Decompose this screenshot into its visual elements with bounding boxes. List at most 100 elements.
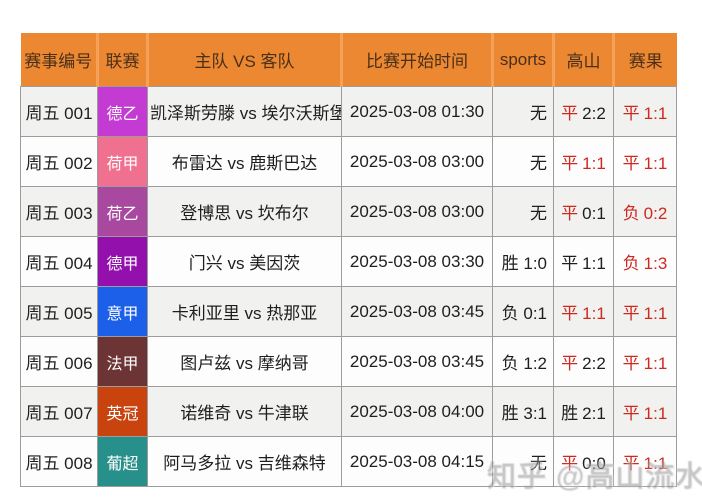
result-cell: 平 1:1: [613, 136, 677, 187]
col-header-match-id: 赛事编号: [20, 33, 98, 87]
sports-cell: 无: [492, 186, 554, 237]
result-outcome: 负: [622, 254, 640, 273]
result-score: 1:1: [643, 304, 668, 323]
result-outcome: 平: [622, 154, 640, 173]
result-cell: 平 1:1: [613, 336, 677, 387]
gaoshan-outcome: 平: [561, 154, 579, 173]
start-time-cell: 2025-03-08 04:15: [341, 436, 493, 487]
start-time-cell: 2025-03-08 01:30: [341, 86, 493, 137]
start-time-cell: 2025-03-08 03:00: [341, 136, 493, 187]
result-score: 1:1: [643, 454, 668, 473]
league-badge: 德甲: [97, 236, 148, 287]
gaoshan-outcome: 平: [561, 204, 579, 223]
gaoshan-score: 0:0: [582, 454, 606, 473]
gaoshan-score: 1:1: [582, 254, 606, 273]
table-row: 周五 002 荷甲 布雷达 vs 鹿斯巴达 2025-03-08 03:00 无…: [20, 136, 677, 187]
teams-cell: 布雷达 vs 鹿斯巴达: [147, 136, 342, 187]
league-badge: 法甲: [97, 336, 148, 387]
gaoshan-outcome: 平: [561, 454, 579, 473]
league-badge: 英冠: [97, 386, 148, 437]
gaoshan-cell: 平 1:1: [553, 286, 614, 337]
gaoshan-cell: 平 1:1: [553, 136, 614, 187]
table-row: 周五 006 法甲 图卢兹 vs 摩纳哥 2025-03-08 03:45 负 …: [20, 336, 677, 387]
table-body: 周五 001 德乙 凯泽斯劳滕 vs 埃尔沃斯堡 2025-03-08 01:3…: [20, 86, 677, 487]
result-outcome: 平: [622, 454, 640, 473]
match-id-cell: 周五 006: [20, 336, 98, 387]
match-results-table: 赛事编号 联赛 主队 VS 客队 比赛开始时间 sports 高山 赛果 周五 …: [20, 33, 677, 487]
gaoshan-cell: 平 2:2: [553, 86, 614, 137]
gaoshan-outcome: 胜: [561, 404, 579, 423]
result-cell: 平 1:1: [613, 436, 677, 487]
sports-cell: 无: [492, 86, 554, 137]
sports-cell: 负 1:2: [492, 336, 554, 387]
gaoshan-outcome: 平: [561, 354, 579, 373]
gaoshan-cell: 平 0:0: [553, 436, 614, 487]
league-badge: 德乙: [97, 86, 148, 137]
match-id-cell: 周五 008: [20, 436, 98, 487]
gaoshan-cell: 平 2:2: [553, 336, 614, 387]
result-score: 1:1: [643, 354, 668, 373]
start-time-cell: 2025-03-08 03:45: [341, 336, 493, 387]
match-id-cell: 周五 007: [20, 386, 98, 437]
sports-cell: 胜 3:1: [492, 386, 554, 437]
result-score: 1:1: [643, 154, 668, 173]
col-header-league: 联赛: [96, 33, 148, 87]
gaoshan-cell: 平 0:1: [553, 186, 614, 237]
result-cell: 负 1:3: [613, 236, 677, 287]
gaoshan-outcome: 平: [561, 304, 579, 323]
result-cell: 平 1:1: [613, 386, 677, 437]
league-badge: 意甲: [97, 286, 148, 337]
sports-cell: 无: [492, 436, 554, 487]
header-row: 赛事编号 联赛 主队 VS 客队 比赛开始时间 sports 高山 赛果: [20, 33, 677, 87]
result-score: 1:1: [643, 104, 668, 123]
sports-cell: 胜 1:0: [492, 236, 554, 287]
match-id-cell: 周五 004: [20, 236, 98, 287]
table-row: 周五 005 意甲 卡利亚里 vs 热那亚 2025-03-08 03:45 负…: [20, 286, 677, 337]
result-outcome: 平: [622, 104, 640, 123]
league-badge: 葡超: [97, 436, 148, 487]
teams-cell: 门兴 vs 美因茨: [147, 236, 342, 287]
gaoshan-score: 1:1: [582, 154, 606, 173]
gaoshan-score: 2:2: [582, 104, 606, 123]
teams-cell: 诺维奇 vs 牛津联: [147, 386, 342, 437]
league-badge: 荷乙: [97, 186, 148, 237]
result-outcome: 平: [622, 304, 640, 323]
gaoshan-score: 0:1: [582, 204, 606, 223]
table-row: 周五 007 英冠 诺维奇 vs 牛津联 2025-03-08 04:00 胜 …: [20, 386, 677, 437]
result-score: 0:2: [643, 204, 668, 223]
result-score: 1:3: [643, 254, 668, 273]
start-time-cell: 2025-03-08 03:45: [341, 286, 493, 337]
teams-cell: 卡利亚里 vs 热那亚: [147, 286, 342, 337]
gaoshan-cell: 胜 2:1: [553, 386, 614, 437]
league-badge: 荷甲: [97, 136, 148, 187]
result-outcome: 平: [622, 404, 640, 423]
teams-cell: 图卢兹 vs 摩纳哥: [147, 336, 342, 387]
result-score: 1:1: [643, 404, 668, 423]
col-header-sports: sports: [491, 33, 554, 87]
match-id-cell: 周五 002: [20, 136, 98, 187]
start-time-cell: 2025-03-08 04:00: [341, 386, 493, 437]
gaoshan-outcome: 平: [561, 104, 579, 123]
gaoshan-score: 2:2: [582, 354, 606, 373]
match-id-cell: 周五 001: [20, 86, 98, 137]
start-time-cell: 2025-03-08 03:00: [341, 186, 493, 237]
match-id-cell: 周五 003: [20, 186, 98, 237]
result-cell: 平 1:1: [613, 286, 677, 337]
sports-cell: 负 0:1: [492, 286, 554, 337]
teams-cell: 凯泽斯劳滕 vs 埃尔沃斯堡: [147, 86, 342, 137]
table-header: 赛事编号 联赛 主队 VS 客队 比赛开始时间 sports 高山 赛果: [20, 33, 677, 87]
result-outcome: 平: [622, 354, 640, 373]
gaoshan-outcome: 平: [561, 254, 579, 273]
table-row: 周五 001 德乙 凯泽斯劳滕 vs 埃尔沃斯堡 2025-03-08 01:3…: [20, 86, 677, 137]
gaoshan-score: 1:1: [582, 304, 606, 323]
col-header-result: 赛果: [612, 33, 677, 87]
result-cell: 平 1:1: [613, 86, 677, 137]
col-header-start-time: 比赛开始时间: [340, 33, 493, 87]
table-row: 周五 008 葡超 阿马多拉 vs 吉维森特 2025-03-08 04:15 …: [20, 436, 677, 487]
teams-cell: 阿马多拉 vs 吉维森特: [147, 436, 342, 487]
gaoshan-score: 2:1: [582, 404, 606, 423]
gaoshan-cell: 平 1:1: [553, 236, 614, 287]
teams-cell: 登博思 vs 坎布尔: [147, 186, 342, 237]
col-header-gaoshan: 高山: [552, 33, 614, 87]
result-outcome: 负: [622, 204, 640, 223]
